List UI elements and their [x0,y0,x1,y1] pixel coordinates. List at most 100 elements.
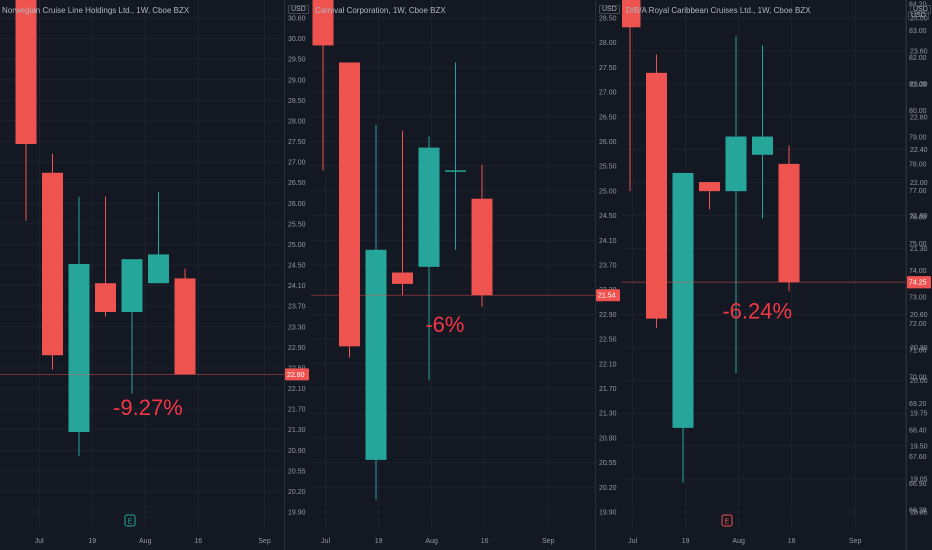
y-tick-label: 22.90 [288,345,306,352]
percent-change-annotation: -6% [425,312,464,337]
y-tick-label: 21.60 [910,213,928,220]
x-tick-label: 19 [682,538,690,545]
x-tick-label: 19 [88,538,96,545]
y-tick-label: 28.00 [288,118,306,125]
y-tick-label: 19.90 [288,510,306,517]
y-tick-label: 27.00 [288,160,306,167]
secondary-y-tick-label: 66.20 [909,508,927,515]
y-tick-label: 20.20 [599,485,617,492]
candle-body [646,72,667,319]
y-tick-label: 22.80 [910,114,928,121]
axis-separator [284,0,285,550]
secondary-y-tick-label: 81.00 [909,81,927,88]
y-tick-label: 20.55 [288,468,306,475]
candle-body [752,136,773,155]
candle-body [445,170,466,172]
y-tick-label: 27.50 [599,65,617,72]
chart-panel-3: 18.8519.0519.5019.7520.0020.3020.6020.90… [622,0,932,550]
secondary-y-tick-label: 76.00 [909,215,927,222]
x-tick-label: Aug [425,538,438,545]
candle-body [121,259,143,312]
y-tick-label: 25.00 [599,188,617,195]
currency-badge[interactable]: USD [288,5,309,14]
y-tick-label: 23.70 [599,263,617,270]
y-tick-label: 26.00 [288,201,306,208]
secondary-y-tick-label: 78.00 [909,161,927,168]
y-tick-label: 21.70 [288,407,306,414]
secondary-y-tick-label: 72.00 [909,321,927,328]
y-tick-label: 29.00 [288,77,306,84]
earnings-badge [124,514,136,527]
secondary-y-tick-label: 66.90 [909,481,927,488]
candle-body [95,283,116,312]
y-tick-label: 21.70 [599,386,617,393]
x-tick-label: Jul [35,538,44,545]
candle-body [339,62,360,347]
secondary-currency-badge[interactable]: USD [908,11,929,20]
candle-body [418,147,440,267]
y-tick-label: 23.20 [910,81,928,88]
y-tick-label: 26.00 [599,139,617,146]
y-tick-label: 25.50 [599,164,617,171]
secondary-y-tick-label: 67.60 [909,454,927,461]
y-tick-label: 27.50 [288,139,306,146]
secondary-last-price-label: 74.25 [909,280,927,287]
chart-svg: 19.9020.2020.5520.9021.3021.7022.1022.50… [0,0,309,545]
candle-body [725,136,747,192]
y-tick-label: 19.50 [910,444,928,451]
y-tick-label: 28.50 [599,16,617,23]
candle-body [392,272,413,284]
candle-body [15,0,37,144]
y-tick-label: 20.30 [910,345,928,352]
secondary-y-tick-label: 74.00 [909,268,927,275]
y-tick-label: 30.60 [288,16,306,23]
axis-separator [595,0,596,550]
candle-body [312,0,334,46]
y-tick-label: 24.10 [288,283,306,290]
y-tick-label: 22.90 [599,312,617,319]
candle-body [622,0,641,28]
secondary-y-tick-label: 83.00 [909,28,927,35]
y-tick-label: 20.90 [599,435,617,442]
chart-title: Norwegian Cruise Line Holdings Ltd., 1W,… [2,6,190,15]
currency-badge[interactable]: USD [910,5,931,14]
x-tick-label: Jul [628,538,637,545]
y-tick-label: 25.50 [288,221,306,228]
x-tick-label: 19 [375,538,383,545]
currency-badge[interactable]: USD [599,5,620,14]
chart-panel-2: 19.90 20.20 20.55 20.90 21.30 21.70 22.10 22.50… [311,0,621,550]
y-tick-label: 18.85 [910,510,928,517]
x-tick-label: 16 [481,538,489,545]
last-price-label: 22.80 [287,372,305,379]
y-tick-label: 24.50 [599,213,617,220]
y-tick-label: 30.00 [288,36,306,43]
y-tick-label: 25.00 [288,242,306,249]
secondary-y-tick-label: 73.00 [909,294,927,301]
secondary-y-tick-label: 71.00 [909,348,927,355]
y-tick-label: 19.75 [910,411,928,418]
y-tick-label: 23.70 [288,304,306,311]
x-tick-label: Jul [321,538,330,545]
y-tick-label: 24.10 [599,238,617,245]
y-tick-label: 24.50 [288,263,306,270]
secondary-y-tick-label: 79.00 [909,135,927,142]
y-tick-label: 22.00 [910,180,928,187]
y-tick-label: 28.50 [288,98,306,105]
chart-panel-1: 19.9020.2020.5520.9021.3021.7022.1022.50… [0,0,310,550]
x-tick-label: Sep [849,538,862,545]
last-price-label: 21.54 [598,293,616,300]
secondary-y-tick-label: 69.20 [909,401,927,408]
y-tick-label: 27.00 [599,90,617,97]
chart-title: Carnival Corporation, 1W, Cboe BZX [315,6,446,15]
y-tick-label: 23.30 [288,324,306,331]
y-tick-label: 28.00 [599,40,617,47]
secondary-y-tick-label: 82.00 [909,55,927,62]
secondary-y-tick-label: 80.00 [909,108,927,115]
y-tick-label: 20.60 [910,312,928,319]
y-tick-label: 26.50 [599,114,617,121]
y-tick-label: 22.40 [910,147,928,154]
x-tick-label: 16 [194,538,202,545]
candle-body [672,172,694,428]
y-tick-label: 20.00 [910,378,928,385]
secondary-y-tick-label: 68.40 [909,428,927,435]
